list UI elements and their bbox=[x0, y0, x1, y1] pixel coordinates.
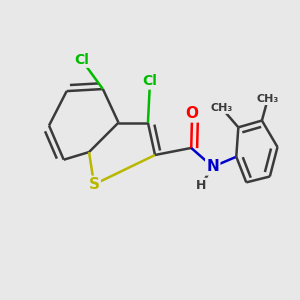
Text: CH₃: CH₃ bbox=[210, 103, 233, 113]
Text: S: S bbox=[88, 177, 100, 192]
Text: O: O bbox=[186, 106, 199, 121]
Text: Cl: Cl bbox=[142, 74, 158, 88]
Text: CH₃: CH₃ bbox=[257, 94, 279, 104]
Text: H: H bbox=[196, 179, 206, 192]
Text: Cl: Cl bbox=[74, 52, 89, 67]
Text: N: N bbox=[206, 159, 219, 174]
